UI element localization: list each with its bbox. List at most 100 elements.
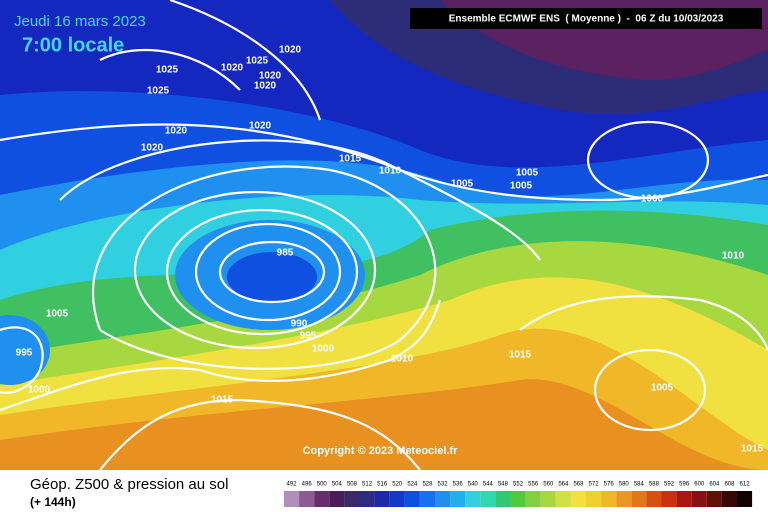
scale-label: 516 — [377, 482, 388, 488]
scale-swatch — [450, 491, 466, 507]
scale-swatch — [586, 491, 602, 507]
scale-swatch — [570, 491, 586, 507]
scale-swatch — [706, 491, 722, 507]
isobar-label: 1020 — [259, 71, 282, 82]
scale-swatch — [435, 491, 451, 507]
scale-label: 600 — [694, 482, 705, 488]
copyright: Copyright © 2023 Meteociel.fr — [303, 445, 459, 457]
scale-label: 588 — [649, 482, 660, 488]
scale-label: 492 — [287, 482, 298, 488]
isobar-label: 1025 — [156, 65, 179, 76]
isobar-label: 1020 — [141, 143, 164, 154]
scale-swatch — [555, 491, 571, 507]
isobar-label: 1000 — [28, 385, 51, 396]
date: Jeudi 16 mars 2023 — [14, 13, 146, 30]
isobar-label: 1025 — [246, 56, 269, 67]
scale-swatch — [616, 491, 632, 507]
scale-label: 552 — [513, 482, 524, 488]
model-box — [410, 8, 762, 29]
isobar-label: 1025 — [147, 86, 170, 97]
scale-label: 524 — [407, 482, 418, 488]
scale-swatch — [359, 491, 375, 507]
scale-swatch — [631, 491, 647, 507]
time: 7:00 locale — [22, 34, 124, 56]
scale-label: 564 — [558, 482, 569, 488]
isobar-label: 1005 — [651, 383, 674, 394]
isobar-label: 1005 — [451, 179, 474, 190]
scale-label: 540 — [468, 482, 479, 488]
scale-label: 612 — [740, 482, 751, 488]
scale-label: 604 — [709, 482, 720, 488]
isobar-label: 1020 — [254, 81, 277, 92]
footer-title: Géop. Z500 & pression au sol — [30, 476, 228, 493]
scale-label: 592 — [664, 482, 675, 488]
isobar-label: 995 — [16, 348, 33, 359]
scale-swatch — [314, 491, 330, 507]
isobar-label: 1020 — [221, 63, 244, 74]
scale-label: 496 — [302, 482, 313, 488]
scale-label: 608 — [724, 482, 735, 488]
scale-swatch — [721, 491, 737, 507]
scale-swatch — [389, 491, 405, 507]
scale-swatch — [676, 491, 692, 507]
scale-swatch — [404, 491, 420, 507]
isobar-label: 995 — [300, 331, 317, 342]
pressure-field — [0, 0, 768, 470]
color-scale: 492 496 500 504 508 512 516 520 524 528 532 536 540 5… — [284, 482, 753, 507]
scale-label: 512 — [362, 482, 373, 488]
isobar-label: 1015 — [339, 154, 362, 165]
scale-label: 504 — [332, 482, 343, 488]
scale-label: 528 — [422, 482, 433, 488]
scale-label: 560 — [543, 482, 554, 488]
isobar-label: 1005 — [46, 309, 69, 320]
isobar-label: 990 — [291, 319, 308, 330]
isobar-label: 1010 — [722, 251, 745, 262]
scale-swatch — [419, 491, 435, 507]
scale-swatch — [495, 491, 511, 507]
scale-label: 548 — [498, 482, 509, 488]
scale-label: 584 — [634, 482, 645, 488]
scale-label: 576 — [604, 482, 615, 488]
scale-swatch — [465, 491, 481, 507]
scale-label: 556 — [528, 482, 539, 488]
scale-swatch — [661, 491, 677, 507]
scale-swatch — [525, 491, 541, 507]
scale-label: 508 — [347, 482, 358, 488]
scale-swatch — [480, 491, 496, 507]
scale-label: 532 — [438, 482, 449, 488]
isobar-label: 1010 — [391, 354, 414, 365]
scale-swatch — [737, 491, 753, 507]
scale-swatch — [691, 491, 707, 507]
isobars — [0, 0, 768, 432]
isobar-label: 1000 — [641, 194, 664, 205]
isobar-label: 1000 — [312, 344, 335, 355]
scale-label: 544 — [483, 482, 494, 488]
scale-swatch — [540, 491, 556, 507]
scale-swatch — [510, 491, 526, 507]
isobar-label: 1015 — [509, 350, 532, 361]
isobar-label: 1020 — [279, 45, 302, 56]
scale-swatch — [601, 491, 617, 507]
isobar-label: 1020 — [249, 121, 272, 132]
scale-label: 500 — [317, 482, 328, 488]
isobar-label: 985 — [277, 248, 294, 259]
scale-swatch — [329, 491, 345, 507]
isobar-label: 1010 — [379, 166, 402, 177]
scale-label: 520 — [392, 482, 403, 488]
scale-swatch — [284, 491, 300, 507]
scale-label: 568 — [573, 482, 584, 488]
scale-swatch — [646, 491, 662, 507]
scale-swatch — [344, 491, 360, 507]
isobar-label: 1015 — [741, 444, 764, 455]
scale-label: 572 — [589, 482, 600, 488]
isobar-label: 1020 — [165, 126, 188, 137]
scale-label: 596 — [679, 482, 690, 488]
scale-swatch — [374, 491, 390, 507]
isobar-label: 1005 — [510, 181, 533, 192]
scale-label: 580 — [619, 482, 630, 488]
scale-swatch — [299, 491, 315, 507]
isobar-label: 1015 — [211, 395, 234, 406]
isobar-label: 1005 — [516, 168, 539, 179]
